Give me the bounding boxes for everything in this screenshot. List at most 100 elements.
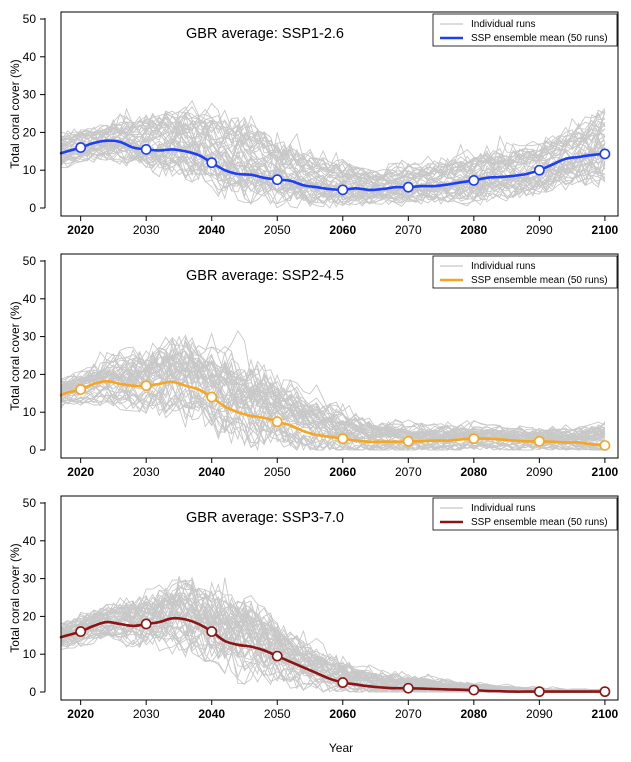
legend-box — [432, 497, 618, 531]
x-tick-label: 2060 — [329, 707, 356, 721]
x-tick-label: 2100 — [592, 707, 619, 721]
x-tick-label: 2050 — [264, 707, 291, 721]
run-line — [60, 390, 606, 451]
x-tick-label: 2050 — [264, 223, 291, 237]
y-ticks: 0 10 20 30 40 50 — [23, 496, 45, 699]
y-axis-label: Total coral cover (%) — [8, 301, 22, 410]
decade-marker — [206, 391, 218, 403]
x-tick-label: 2080 — [460, 707, 487, 721]
decade-marker — [75, 142, 87, 153]
x-tick-label: 2100 — [592, 465, 619, 479]
x-tick-label: 2070 — [395, 707, 422, 721]
y-tick-label: 10 — [23, 405, 37, 419]
run-line — [60, 356, 606, 441]
x-tick-label: 2100 — [592, 223, 619, 237]
run-line — [60, 579, 605, 691]
y-tick-label: 0 — [29, 201, 36, 215]
run-line — [60, 352, 606, 442]
legend: Individual runs SSP ensemble mean (50 ru… — [432, 255, 618, 289]
run-line — [60, 350, 606, 440]
legend-mean-label: SSP ensemble mean (50 runs) — [471, 275, 608, 286]
legend: Individual runs SSP ensemble mean (50 ru… — [432, 497, 618, 531]
decade-marker — [468, 684, 480, 696]
plot-frame — [60, 495, 619, 701]
run-line — [60, 137, 606, 207]
x-tick-label: 2090 — [526, 465, 553, 479]
legend-box — [432, 255, 618, 289]
decade-marker — [271, 416, 283, 428]
x-tick-label: 2070 — [395, 465, 422, 479]
run-line — [60, 102, 606, 181]
legend-runs-label: Individual runs — [471, 261, 535, 272]
decade-marker — [337, 433, 349, 445]
run-line — [60, 106, 606, 179]
x-tick-label: 2070 — [395, 223, 422, 237]
legend-mean-label: SSP ensemble mean (50 runs) — [471, 33, 608, 44]
decade-marker — [599, 148, 611, 160]
y-tick-label: 40 — [23, 292, 37, 306]
run-line — [60, 111, 606, 182]
run-line — [60, 332, 605, 437]
x-tick-label: 2030 — [133, 223, 160, 237]
run-line — [60, 122, 606, 198]
x-tick-label: 2040 — [198, 465, 225, 479]
x-tick-label: 2040 — [198, 707, 225, 721]
decade-marker — [206, 626, 218, 637]
decade-marker — [599, 686, 611, 698]
decade-marker — [533, 686, 545, 698]
plot-frame — [60, 11, 619, 217]
legend-mean-label: SSP ensemble mean (50 runs) — [471, 517, 608, 528]
decade-marker — [140, 380, 152, 392]
decade-marker — [533, 435, 545, 447]
decade-marker — [271, 174, 283, 186]
x-tick-label: 2090 — [526, 707, 553, 721]
run-line — [60, 148, 606, 205]
decade-marker — [402, 682, 414, 694]
x-tick-label: 2020 — [67, 465, 94, 479]
individual-runs — [60, 100, 606, 209]
x-axis-label: Year — [329, 741, 353, 755]
legend: Individual runs SSP ensemble mean (50 ru… — [432, 13, 618, 47]
y-tick-label: 20 — [23, 125, 37, 139]
run-line — [60, 120, 606, 189]
y-tick-label: 20 — [23, 367, 37, 381]
decade-marker — [140, 144, 152, 155]
y-tick-label: 20 — [23, 609, 37, 623]
x-ticks: 2020 2030 2040 2050 2060 2070 2080 2090 2100 — [67, 458, 619, 479]
x-tick-label: 2080 — [460, 223, 487, 237]
panel-title: GBR average: SSP2-4.5 — [186, 268, 344, 284]
legend-runs-label: Individual runs — [471, 19, 535, 30]
y-tick-label: 10 — [23, 647, 37, 661]
run-line — [60, 100, 606, 181]
decade-marker — [75, 384, 87, 395]
x-tick-label: 2020 — [67, 223, 94, 237]
run-line — [60, 386, 606, 451]
run-line — [60, 135, 606, 202]
y-tick-label: 50 — [23, 12, 37, 26]
panel-title: GBR average: SSP1-2.6 — [186, 26, 344, 42]
y-tick-label: 30 — [23, 88, 37, 102]
y-tick-label: 0 — [29, 685, 36, 699]
y-tick-label: 10 — [23, 163, 37, 177]
x-tick-label: 2090 — [526, 223, 553, 237]
run-line — [60, 576, 605, 692]
decade-marker — [402, 435, 414, 447]
x-tick-label: 2050 — [264, 465, 291, 479]
y-tick-label: 50 — [23, 496, 37, 510]
plot-frame — [60, 253, 619, 459]
panel-title: GBR average: SSP3-7.0 — [186, 510, 344, 526]
decade-marker — [533, 164, 545, 176]
run-line — [60, 352, 606, 441]
legend-box — [432, 13, 618, 47]
y-tick-label: 40 — [23, 534, 37, 548]
y-tick-label: 40 — [23, 50, 37, 64]
decade-marker — [140, 618, 152, 630]
decade-markers — [75, 380, 611, 451]
y-tick-label: 0 — [29, 443, 36, 457]
run-line — [60, 114, 606, 186]
x-tick-label: 2030 — [133, 465, 160, 479]
